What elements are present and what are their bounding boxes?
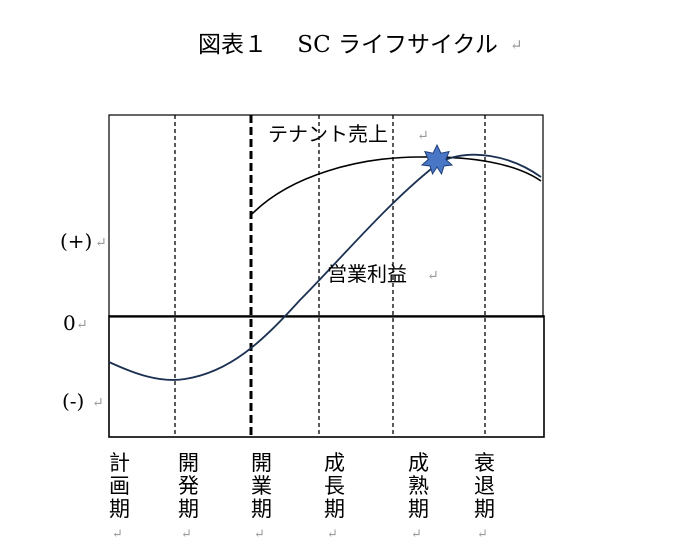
phase-return-mark: ↵ (181, 527, 192, 542)
minus-label: (-) (62, 389, 84, 413)
star-icon (420, 143, 454, 176)
phase-label-growth: 成長期 ↵ (324, 451, 345, 542)
phase-char: 期 (178, 497, 199, 521)
phase-char: 業 (251, 474, 272, 498)
operating-profit-curve (108, 153, 542, 381)
zero-return-mark: ↵ (76, 317, 88, 333)
phase-char: 期 (251, 497, 272, 521)
phase-return-mark: ↵ (254, 527, 265, 542)
phase-char: 開 (178, 451, 199, 475)
phase-char: 期 (324, 497, 345, 521)
phase-char: 成 (408, 451, 429, 475)
negative-area-frame (108, 315, 545, 438)
sales-return-mark: ↵ (417, 128, 429, 144)
positive-area-frame (108, 114, 544, 318)
plus-return-mark: ↵ (95, 235, 107, 251)
sales-label: テナント売上 (268, 122, 388, 146)
zero-label: 0 (63, 311, 76, 335)
phase-return-mark: ↵ (411, 527, 422, 542)
phase-return-mark: ↵ (327, 527, 338, 542)
phase-char: 期 (109, 497, 130, 521)
phase-return-mark: ↵ (112, 527, 123, 542)
phase-char: 成 (324, 451, 345, 475)
phase-labels: 計画期↵開発期↵開業期↵成長期↵成熟期↵衰退期↵ (109, 451, 495, 542)
phase-char: 熟 (408, 474, 429, 498)
phase-char: 計 (109, 451, 130, 475)
minus-return-mark: ↵ (92, 395, 104, 411)
phase-label-opening: 開業期 ↵ (251, 451, 272, 542)
phase-char: 開 (251, 451, 272, 475)
phase-label-development: 開発期 ↵ (178, 451, 199, 542)
phase-label-decline: 衰退期 ↵ (474, 451, 495, 542)
phase-return-mark: ↵ (477, 527, 488, 542)
phase-char: 発 (178, 474, 199, 498)
tenant-sales-curve (250, 156, 542, 216)
phase-label-maturity: 成熟期 ↵ (408, 451, 429, 542)
phase-char: 期 (474, 497, 495, 521)
phase-char: 衰 (474, 451, 495, 475)
phase-char: 長 (324, 474, 345, 498)
phase-char: 画 (109, 474, 130, 498)
phase-label-planning: 計画期 ↵ (109, 451, 130, 542)
phase-char: 期 (408, 497, 429, 521)
title-return-mark: ↵ (510, 36, 523, 54)
plus-label: (+) (60, 229, 92, 253)
profit-label: 営業利益 (327, 262, 407, 286)
phase-char: 退 (474, 474, 495, 498)
figure-title: 図表１ SC ライフサイクル (198, 32, 498, 58)
profit-return-mark: ↵ (427, 268, 439, 284)
